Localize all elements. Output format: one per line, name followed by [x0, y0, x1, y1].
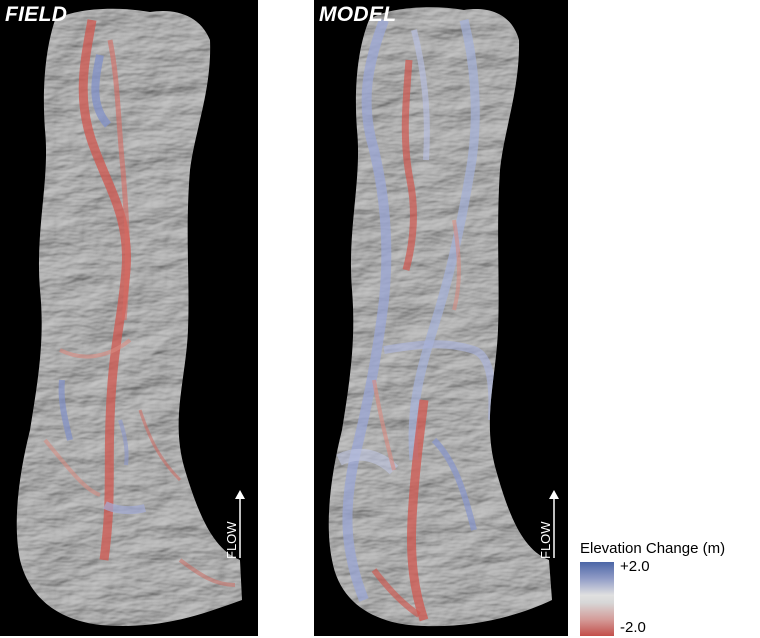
legend-title: Elevation Change (m) [580, 540, 726, 557]
flow-label: FLOW [224, 521, 239, 559]
elevation-legend: Elevation Change (m) +2.0 -2.0 [578, 540, 758, 636]
model-hillshade-map [328, 7, 552, 627]
legend-color-ramp [580, 562, 614, 636]
field-hillshade-map [16, 8, 242, 626]
flow-indicator: FLOW [536, 490, 562, 560]
legend-min-label: -2.0 [620, 619, 646, 636]
panel-label-field: FIELD [5, 3, 68, 26]
flow-label: FLOW [538, 521, 553, 559]
flow-arrow-icon [235, 490, 245, 558]
panel-label-model: MODEL [319, 3, 397, 26]
flow-arrow-icon [549, 490, 559, 558]
field-panel: FIELD FLOW [0, 0, 258, 636]
flow-indicator: FLOW [222, 490, 248, 560]
legend-max-label: +2.0 [620, 558, 650, 575]
model-panel: MODEL FLOW [314, 0, 568, 636]
